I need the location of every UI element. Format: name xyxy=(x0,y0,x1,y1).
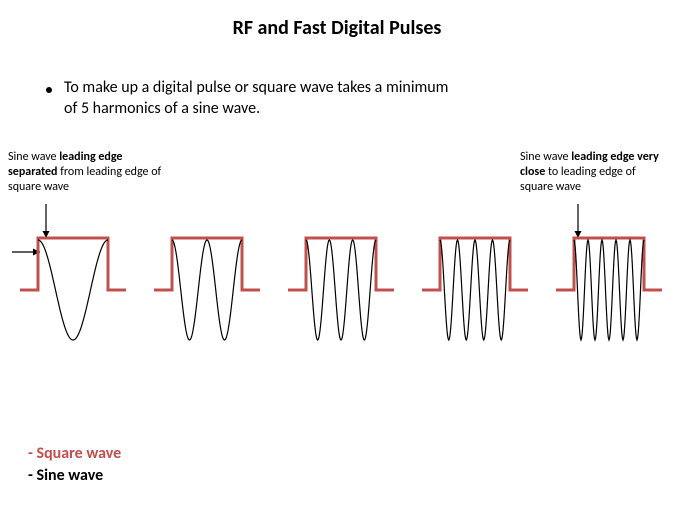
harmonic-panel xyxy=(556,238,662,340)
square-wave-path xyxy=(556,238,662,290)
legend-square-wave: - Square wave xyxy=(28,444,121,463)
sine-wave-path xyxy=(306,240,376,340)
legend-sine-wave: - Sine wave xyxy=(28,466,103,485)
harmonic-panel xyxy=(422,238,528,340)
sine-wave-path xyxy=(38,240,108,340)
sine-wave-path xyxy=(574,240,644,340)
square-wave-path xyxy=(288,238,394,290)
sine-wave-path xyxy=(172,240,242,340)
slide: RF and Fast Digital Pulses To make up a … xyxy=(0,0,674,506)
harmonic-panel xyxy=(288,238,394,340)
square-wave-path xyxy=(154,238,260,290)
harmonic-panel xyxy=(20,238,126,340)
harmonic-panel xyxy=(154,238,260,340)
square-wave-path xyxy=(422,238,528,290)
sine-wave-path xyxy=(440,240,510,340)
square-wave-path xyxy=(20,238,126,290)
harmonics-figure xyxy=(8,220,668,400)
